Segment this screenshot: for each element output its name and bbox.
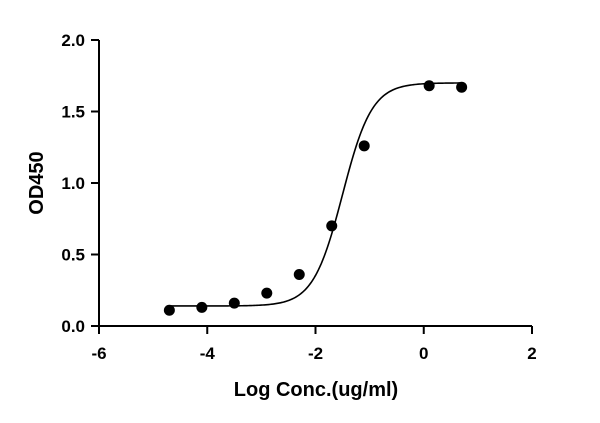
- y-tick-label: 0.5: [61, 246, 85, 265]
- x-tick-label: -2: [308, 344, 323, 363]
- y-tick-label: 1.0: [61, 174, 85, 193]
- data-point: [261, 287, 273, 299]
- y-tick-label: 1.5: [61, 103, 85, 122]
- x-tick-label: -6: [91, 344, 106, 363]
- y-axis-ticks: 0.0 0.5 1.0 1.5 2.0: [61, 31, 99, 336]
- fit-curve: [169, 82, 462, 307]
- y-axis-title: OD450: [26, 151, 48, 214]
- y-tick-label: 2.0: [61, 31, 85, 50]
- data-point: [163, 304, 175, 316]
- data-point: [358, 140, 370, 152]
- y-tick-label: 0.0: [61, 317, 85, 336]
- data-point: [423, 80, 435, 92]
- x-axis-title: Log Conc.(ug/ml): [234, 379, 398, 401]
- data-points: [163, 80, 468, 316]
- data-point: [293, 269, 305, 281]
- x-axis-ticks: -6 -4 -2 0 2: [91, 326, 537, 363]
- data-point: [228, 297, 240, 309]
- x-tick-label: 0: [419, 344, 428, 363]
- data-point: [456, 81, 468, 93]
- data-point: [326, 220, 338, 232]
- x-tick-label: -4: [200, 344, 216, 363]
- data-point: [196, 301, 208, 313]
- x-tick-label: 2: [527, 344, 536, 363]
